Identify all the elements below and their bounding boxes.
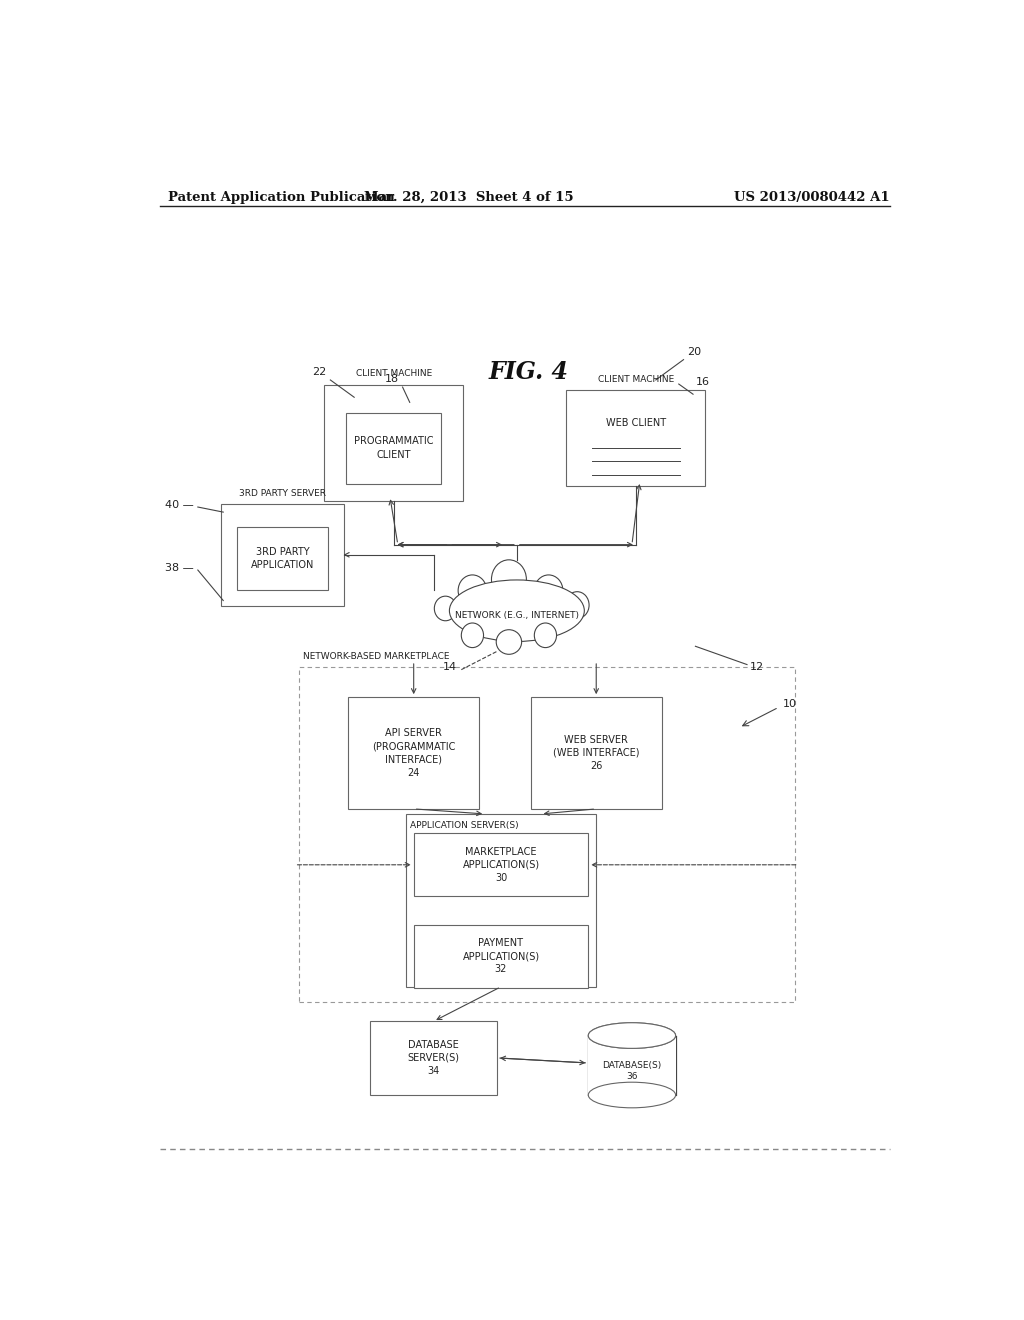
Text: WEB CLIENT: WEB CLIENT xyxy=(606,417,666,428)
Text: CLIENT MACHINE: CLIENT MACHINE xyxy=(355,370,432,379)
Text: 14: 14 xyxy=(443,661,458,672)
Text: 20: 20 xyxy=(687,347,700,356)
Ellipse shape xyxy=(535,576,563,606)
Text: WEB SERVER
(WEB INTERFACE)
26: WEB SERVER (WEB INTERFACE) 26 xyxy=(553,735,639,771)
Bar xyxy=(530,697,662,809)
Text: 10: 10 xyxy=(782,700,797,709)
Text: 12: 12 xyxy=(751,661,764,672)
Text: Mar. 28, 2013  Sheet 4 of 15: Mar. 28, 2013 Sheet 4 of 15 xyxy=(365,190,574,203)
Text: 3RD PARTY SERVER: 3RD PARTY SERVER xyxy=(240,488,327,498)
Text: MARKETPLACE
APPLICATION(S)
30: MARKETPLACE APPLICATION(S) 30 xyxy=(463,846,540,883)
Bar xyxy=(325,384,463,502)
Text: 22: 22 xyxy=(312,367,327,378)
Text: US 2013/0080442 A1: US 2013/0080442 A1 xyxy=(734,190,890,203)
Ellipse shape xyxy=(458,576,486,606)
Text: 3RD PARTY
APPLICATION: 3RD PARTY APPLICATION xyxy=(251,548,314,570)
Text: PAYMENT
APPLICATION(S)
32: PAYMENT APPLICATION(S) 32 xyxy=(463,939,540,974)
Bar xyxy=(221,504,344,606)
Ellipse shape xyxy=(497,630,521,655)
Bar xyxy=(445,579,588,647)
Ellipse shape xyxy=(588,1082,676,1107)
Bar xyxy=(414,925,588,987)
Ellipse shape xyxy=(450,579,585,642)
Bar xyxy=(346,413,441,483)
Ellipse shape xyxy=(492,560,526,599)
Bar xyxy=(238,528,329,590)
Ellipse shape xyxy=(588,1023,676,1048)
Ellipse shape xyxy=(535,623,557,648)
Ellipse shape xyxy=(565,591,589,619)
Text: APPLICATION SERVER(S): APPLICATION SERVER(S) xyxy=(410,821,518,830)
Ellipse shape xyxy=(434,597,457,620)
Text: NETWORK (E.G., INTERNET): NETWORK (E.G., INTERNET) xyxy=(455,611,579,620)
Bar xyxy=(406,814,596,987)
Bar xyxy=(370,1022,497,1094)
Text: CLIENT MACHINE: CLIENT MACHINE xyxy=(598,375,674,384)
Text: 40 —: 40 — xyxy=(165,500,194,510)
Text: DATABASE
SERVER(S)
34: DATABASE SERVER(S) 34 xyxy=(408,1040,460,1076)
Bar xyxy=(566,389,706,486)
Text: FIG. 4: FIG. 4 xyxy=(488,360,568,384)
Text: PROGRAMMATIC
CLIENT: PROGRAMMATIC CLIENT xyxy=(354,437,433,459)
Text: 38 —: 38 — xyxy=(165,564,194,573)
Text: 28: 28 xyxy=(465,834,477,845)
Ellipse shape xyxy=(461,623,483,648)
Text: Patent Application Publication: Patent Application Publication xyxy=(168,190,394,203)
Text: NETWORK-BASED MARKETPLACE: NETWORK-BASED MARKETPLACE xyxy=(303,652,450,660)
Text: DATABASE(S)
36: DATABASE(S) 36 xyxy=(602,1061,662,1081)
Text: 18: 18 xyxy=(385,374,399,384)
Bar xyxy=(348,697,479,809)
Bar xyxy=(414,833,588,896)
Bar xyxy=(299,667,795,1002)
Text: 16: 16 xyxy=(696,378,711,387)
Text: API SERVER
(PROGRAMMATIC
INTERFACE)
24: API SERVER (PROGRAMMATIC INTERFACE) 24 xyxy=(372,729,456,777)
Ellipse shape xyxy=(588,1023,676,1048)
Bar xyxy=(588,1036,676,1096)
